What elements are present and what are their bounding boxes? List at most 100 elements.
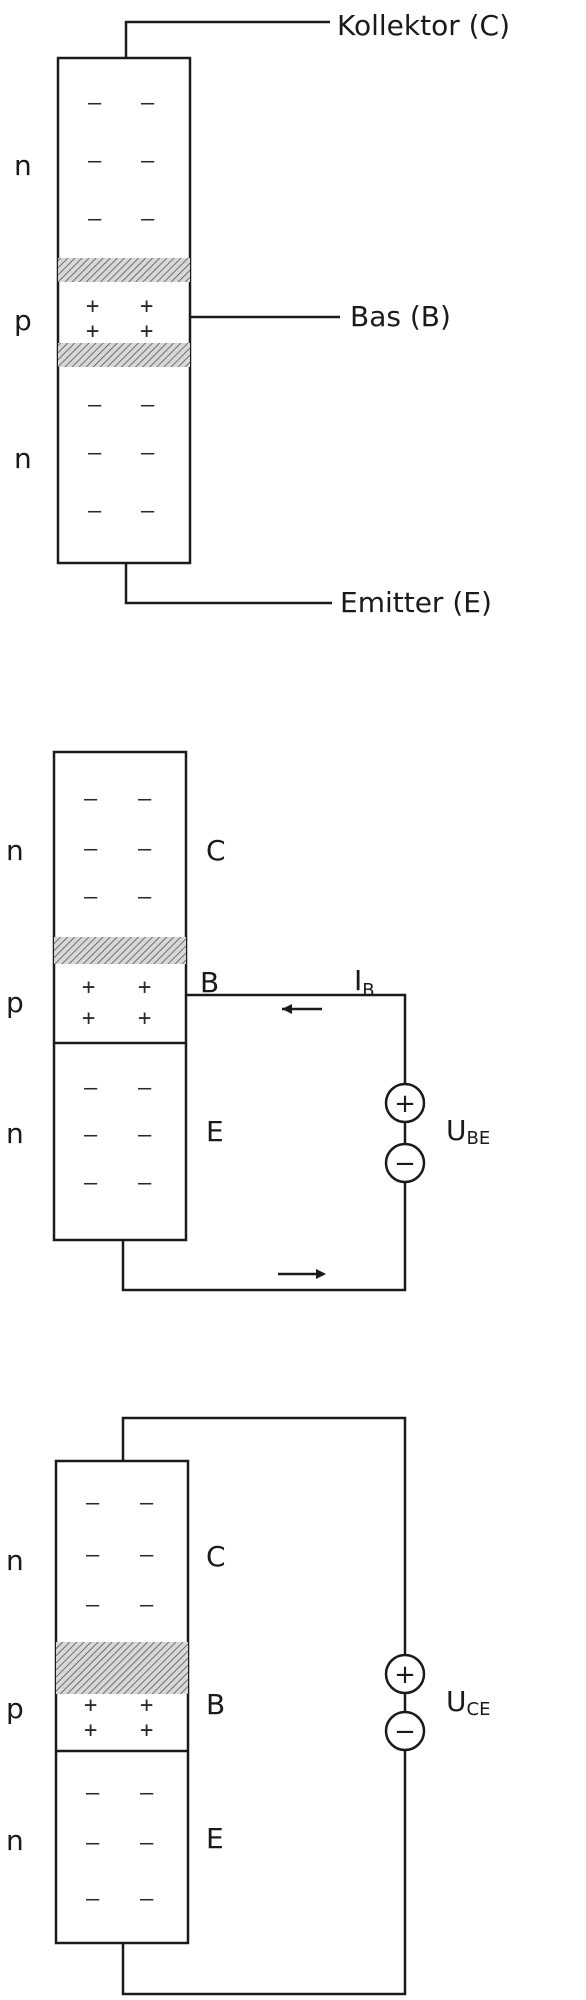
charges-p-3: + + + +	[84, 1693, 153, 1743]
voltage-label: UBE	[446, 1114, 490, 1149]
voltage-subscript: CE	[467, 1699, 491, 1720]
battery-plus-terminal-3	[384, 1653, 426, 1695]
layer-label-n-top-2: n	[6, 834, 24, 867]
hole-sign: +	[84, 1693, 97, 1718]
current-arrow-left-icon	[282, 1004, 322, 1014]
hole-sign: +	[86, 319, 99, 344]
electron-sign: –	[140, 1781, 154, 1806]
charges-n-bottom-2: – – – – – –	[84, 1076, 152, 1196]
hole-sign: +	[138, 975, 151, 1000]
hole-sign: +	[140, 1718, 153, 1743]
electron-sign: –	[86, 1887, 100, 1912]
layer-label-n-top-1: n	[14, 149, 32, 182]
layer-label-p-3: p	[6, 1692, 24, 1725]
charges-n-bottom-1: – – – – – –	[88, 393, 155, 524]
terminal-label-e: E	[206, 1115, 224, 1148]
hole-sign: +	[138, 1006, 151, 1031]
voltage-symbol: U	[446, 1114, 467, 1147]
depletion-zone-3	[56, 1642, 188, 1694]
electron-sign: –	[84, 837, 98, 862]
terminal-label-b: B	[200, 966, 219, 999]
emitter-loop-wire-2	[121, 1182, 407, 1292]
electron-sign: –	[141, 393, 155, 418]
charges-n-bottom-3: – – – – – –	[86, 1781, 154, 1912]
electron-sign: –	[86, 1831, 100, 1856]
battery-minus-terminal-2	[384, 1142, 426, 1184]
layer-label-n-bottom-2: n	[6, 1117, 24, 1150]
electron-sign: –	[141, 499, 155, 524]
hole-sign: +	[140, 319, 153, 344]
electron-sign: –	[88, 393, 102, 418]
transistor-body-2	[52, 750, 188, 1242]
electron-sign: –	[140, 1491, 154, 1516]
electron-sign: –	[140, 1887, 154, 1912]
electron-sign: –	[140, 1543, 154, 1568]
hole-sign: +	[140, 1693, 153, 1718]
layer-label-n-bottom-3: n	[6, 1824, 24, 1857]
layer-label-n-bottom-1: n	[14, 442, 32, 475]
depletion-zone-bottom-1	[58, 343, 190, 367]
current-subscript: B	[362, 980, 374, 1001]
electron-sign: –	[140, 1593, 154, 1618]
terminal-label-c: C	[206, 834, 226, 867]
electron-sign: –	[86, 1491, 100, 1516]
base-wire-2	[186, 993, 407, 1084]
base-label: Bas (B)	[350, 300, 451, 333]
electron-sign: –	[88, 91, 102, 116]
charges-p-1: + + + +	[86, 294, 153, 344]
hole-sign: +	[84, 1718, 97, 1743]
terminal-label-b: B	[206, 1688, 225, 1721]
electron-sign: –	[138, 885, 152, 910]
minus-sign: −	[394, 1717, 416, 1747]
hole-sign: +	[82, 1006, 95, 1031]
emitter-wire-1	[124, 563, 332, 605]
diagram-collector-emitter-circuit: + − C B E UCE n p n – – – – – – + + + + …	[6, 1416, 490, 1996]
hole-sign: +	[140, 294, 153, 319]
electron-sign: –	[84, 1123, 98, 1148]
layer-label-p-2: p	[6, 986, 24, 1019]
plus-sign: +	[394, 1089, 416, 1119]
hole-sign: +	[86, 294, 99, 319]
transistor-body-3	[54, 1459, 190, 1945]
electron-sign: –	[138, 1123, 152, 1148]
plus-sign: +	[394, 1660, 416, 1690]
electron-sign: –	[138, 1076, 152, 1101]
charges-n-top-2: – – – – – –	[84, 787, 152, 910]
transistor-body-1	[56, 56, 192, 565]
hole-sign: +	[82, 975, 95, 1000]
diagram-base-emitter-circuit: + − C B E IB UBE n p n – – – – – – + +	[6, 750, 490, 1292]
electron-sign: –	[141, 441, 155, 466]
depletion-zone-top-1	[58, 258, 190, 282]
current-label: IB	[354, 964, 375, 1001]
charges-n-top-1: – – – – – –	[88, 91, 155, 232]
emitter-loop-wire-3	[121, 1750, 407, 1996]
electron-sign: –	[88, 441, 102, 466]
electron-sign: –	[86, 1543, 100, 1568]
layer-label-p-1: p	[14, 304, 32, 337]
diagram-transistor-structure: Kollektor (C) Bas (B) Emitter (E) n p n …	[14, 9, 510, 619]
voltage-subscript: BE	[467, 1128, 491, 1149]
voltage-symbol: U	[446, 1685, 467, 1718]
electron-sign: –	[141, 149, 155, 174]
electron-sign: –	[86, 1781, 100, 1806]
electron-sign: –	[84, 1076, 98, 1101]
charges-n-top-3: – – – – – –	[86, 1491, 154, 1618]
electron-sign: –	[141, 91, 155, 116]
electron-sign: –	[84, 787, 98, 812]
electron-sign: –	[140, 1831, 154, 1856]
layer-label-n-top-3: n	[6, 1544, 24, 1577]
electron-sign: –	[141, 207, 155, 232]
electron-sign: –	[88, 149, 102, 174]
electron-sign: –	[138, 1171, 152, 1196]
emitter-label: Emitter (E)	[340, 586, 492, 619]
battery-plus-terminal-2	[384, 1082, 426, 1124]
voltage-label: UCE	[446, 1685, 490, 1720]
electron-sign: –	[84, 1171, 98, 1196]
depletion-zone-2	[54, 937, 186, 964]
electron-sign: –	[88, 499, 102, 524]
electron-sign: –	[84, 885, 98, 910]
electron-sign: –	[86, 1593, 100, 1618]
electron-sign: –	[138, 787, 152, 812]
electron-sign: –	[88, 207, 102, 232]
